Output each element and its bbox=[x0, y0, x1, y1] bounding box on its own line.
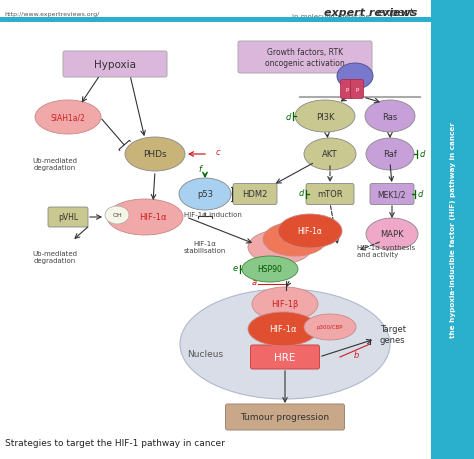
Ellipse shape bbox=[248, 230, 312, 264]
Text: f: f bbox=[199, 165, 201, 174]
Text: Hypoxia: Hypoxia bbox=[94, 60, 136, 70]
Text: HIF-1α: HIF-1α bbox=[269, 325, 297, 334]
Ellipse shape bbox=[366, 218, 418, 251]
Text: mTOR: mTOR bbox=[317, 190, 343, 199]
Text: PI3K: PI3K bbox=[316, 112, 334, 121]
Ellipse shape bbox=[35, 101, 101, 134]
Text: oncogenic activation: oncogenic activation bbox=[265, 58, 345, 67]
Ellipse shape bbox=[366, 139, 414, 171]
Ellipse shape bbox=[252, 287, 318, 321]
Text: d: d bbox=[417, 190, 423, 199]
FancyBboxPatch shape bbox=[226, 404, 345, 430]
Ellipse shape bbox=[242, 257, 298, 282]
Text: MEK1/2: MEK1/2 bbox=[378, 190, 406, 199]
Text: Growth factors, RTK: Growth factors, RTK bbox=[267, 48, 343, 57]
Text: HIF-1α
stabilisation: HIF-1α stabilisation bbox=[184, 241, 226, 254]
Text: the hypoxia-inducible factor (HIF) pathway in cancer: the hypoxia-inducible factor (HIF) pathw… bbox=[450, 122, 456, 337]
Text: b: b bbox=[353, 351, 359, 360]
Text: expert reviews: expert reviews bbox=[324, 8, 417, 18]
Ellipse shape bbox=[304, 139, 356, 171]
Text: Nucleus: Nucleus bbox=[187, 350, 223, 359]
Text: OH: OH bbox=[112, 213, 122, 218]
FancyBboxPatch shape bbox=[350, 80, 364, 99]
Text: HIF-1α: HIF-1α bbox=[267, 243, 292, 252]
Text: HIF-1α: HIF-1α bbox=[298, 227, 322, 236]
FancyBboxPatch shape bbox=[63, 52, 167, 78]
Text: d: d bbox=[419, 150, 425, 159]
Text: HDM2: HDM2 bbox=[242, 190, 268, 199]
Text: Target
genes: Target genes bbox=[380, 325, 406, 344]
Ellipse shape bbox=[180, 289, 390, 399]
Ellipse shape bbox=[263, 223, 327, 257]
Text: MAPK: MAPK bbox=[380, 230, 404, 239]
Ellipse shape bbox=[248, 312, 318, 346]
FancyBboxPatch shape bbox=[250, 345, 319, 369]
Ellipse shape bbox=[105, 207, 129, 224]
Ellipse shape bbox=[304, 314, 356, 340]
Text: Ras: Ras bbox=[383, 112, 398, 121]
Ellipse shape bbox=[125, 138, 185, 172]
Ellipse shape bbox=[337, 64, 373, 90]
FancyBboxPatch shape bbox=[238, 42, 372, 74]
Text: PHDs: PHDs bbox=[143, 150, 167, 159]
FancyBboxPatch shape bbox=[370, 184, 414, 205]
Text: HIF-1α: HIF-1α bbox=[283, 235, 308, 244]
Text: p53: p53 bbox=[197, 190, 213, 199]
Text: HIF-1α synthesis
and activity: HIF-1α synthesis and activity bbox=[357, 245, 415, 258]
Text: HIF-1α: HIF-1α bbox=[139, 213, 167, 222]
Text: http://www.expertreviews.org/: http://www.expertreviews.org/ bbox=[4, 12, 99, 17]
Text: d: d bbox=[285, 112, 291, 121]
FancyBboxPatch shape bbox=[233, 184, 277, 205]
Text: a: a bbox=[251, 278, 256, 287]
Text: AKT: AKT bbox=[322, 150, 338, 159]
Ellipse shape bbox=[278, 214, 342, 248]
Text: Ub-mediated
degradation: Ub-mediated degradation bbox=[33, 158, 78, 171]
Text: Tumour progression: Tumour progression bbox=[240, 413, 329, 421]
Text: HSP90: HSP90 bbox=[257, 265, 283, 274]
FancyBboxPatch shape bbox=[306, 184, 354, 205]
Text: Ub-mediated
degradation: Ub-mediated degradation bbox=[33, 251, 78, 264]
Text: HIF-1α induction: HIF-1α induction bbox=[184, 212, 242, 218]
Text: expert: expert bbox=[377, 8, 417, 18]
Text: P: P bbox=[346, 87, 348, 92]
Text: Raf: Raf bbox=[383, 150, 397, 159]
Text: P: P bbox=[356, 87, 359, 92]
FancyBboxPatch shape bbox=[48, 207, 88, 228]
Text: e: e bbox=[232, 264, 237, 273]
Text: HIF-1β: HIF-1β bbox=[271, 300, 299, 309]
Text: in molecular medicine: in molecular medicine bbox=[292, 14, 370, 20]
Ellipse shape bbox=[365, 101, 415, 133]
FancyBboxPatch shape bbox=[431, 0, 474, 459]
Text: SIAH1a/2: SIAH1a/2 bbox=[51, 113, 85, 122]
Text: c: c bbox=[216, 148, 220, 157]
FancyBboxPatch shape bbox=[340, 80, 354, 99]
Text: d: d bbox=[298, 189, 304, 198]
Text: pVHL: pVHL bbox=[58, 213, 78, 222]
FancyBboxPatch shape bbox=[0, 18, 431, 23]
Ellipse shape bbox=[107, 200, 183, 235]
Text: HRE: HRE bbox=[274, 352, 296, 362]
Text: p300/CBP: p300/CBP bbox=[317, 325, 343, 330]
Ellipse shape bbox=[179, 179, 231, 211]
Ellipse shape bbox=[295, 101, 355, 133]
Text: Strategies to target the HIF-1 pathway in cancer: Strategies to target the HIF-1 pathway i… bbox=[5, 438, 225, 448]
